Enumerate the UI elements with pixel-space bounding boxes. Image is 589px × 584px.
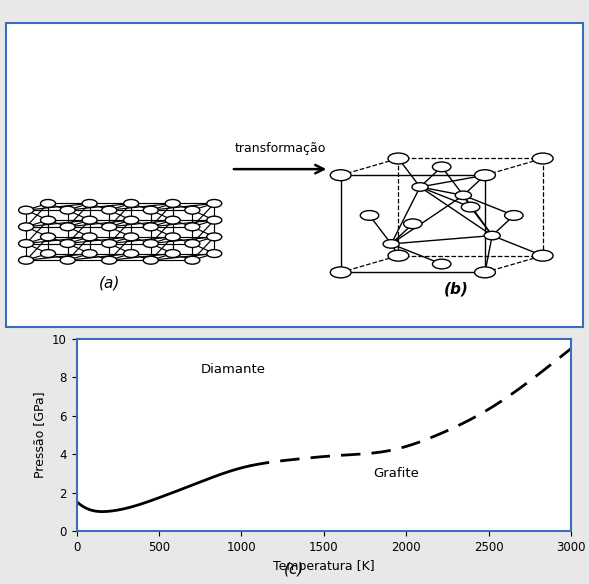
Circle shape <box>143 239 158 248</box>
Circle shape <box>165 216 180 224</box>
Circle shape <box>532 250 553 261</box>
Circle shape <box>403 219 422 229</box>
Text: (a): (a) <box>99 276 121 290</box>
Circle shape <box>41 200 55 207</box>
Y-axis label: Pressão [GPa]: Pressão [GPa] <box>34 392 47 478</box>
Circle shape <box>143 223 158 231</box>
Circle shape <box>185 239 200 248</box>
Circle shape <box>124 200 138 207</box>
Circle shape <box>143 206 158 214</box>
Circle shape <box>383 239 399 248</box>
Circle shape <box>207 233 222 241</box>
Circle shape <box>41 249 55 258</box>
Text: Diamante: Diamante <box>200 363 265 377</box>
Circle shape <box>82 216 97 224</box>
Circle shape <box>60 239 75 248</box>
Circle shape <box>330 267 351 278</box>
Circle shape <box>461 202 480 212</box>
Circle shape <box>207 216 222 224</box>
Circle shape <box>102 256 117 264</box>
Circle shape <box>475 170 495 180</box>
Circle shape <box>432 162 451 172</box>
X-axis label: Temperatura [K]: Temperatura [K] <box>273 559 375 573</box>
Circle shape <box>455 191 471 200</box>
Circle shape <box>82 233 97 241</box>
Circle shape <box>185 223 200 231</box>
Circle shape <box>388 153 409 164</box>
Circle shape <box>60 256 75 264</box>
Circle shape <box>412 183 428 191</box>
Circle shape <box>165 233 180 241</box>
Circle shape <box>102 223 117 231</box>
Text: transformação: transformação <box>234 142 326 155</box>
Circle shape <box>60 223 75 231</box>
Circle shape <box>185 206 200 214</box>
Circle shape <box>19 223 34 231</box>
Circle shape <box>165 249 180 258</box>
Circle shape <box>475 267 495 278</box>
Circle shape <box>330 170 351 180</box>
Circle shape <box>124 233 138 241</box>
Circle shape <box>143 256 158 264</box>
Circle shape <box>19 256 34 264</box>
Circle shape <box>82 249 97 258</box>
Circle shape <box>484 231 500 240</box>
Circle shape <box>207 200 222 207</box>
Circle shape <box>19 239 34 248</box>
Circle shape <box>41 216 55 224</box>
Circle shape <box>124 249 138 258</box>
Circle shape <box>185 256 200 264</box>
Circle shape <box>41 233 55 241</box>
Circle shape <box>102 206 117 214</box>
Circle shape <box>432 259 451 269</box>
Circle shape <box>102 239 117 248</box>
Text: (b): (b) <box>444 281 469 297</box>
Circle shape <box>19 206 34 214</box>
Circle shape <box>82 200 97 207</box>
Circle shape <box>165 200 180 207</box>
Circle shape <box>360 211 379 220</box>
Text: Grafite: Grafite <box>373 467 419 481</box>
Circle shape <box>388 250 409 261</box>
Text: (c): (c) <box>284 562 305 577</box>
Circle shape <box>505 211 523 220</box>
Circle shape <box>207 249 222 258</box>
Circle shape <box>60 206 75 214</box>
Circle shape <box>532 153 553 164</box>
Circle shape <box>124 216 138 224</box>
